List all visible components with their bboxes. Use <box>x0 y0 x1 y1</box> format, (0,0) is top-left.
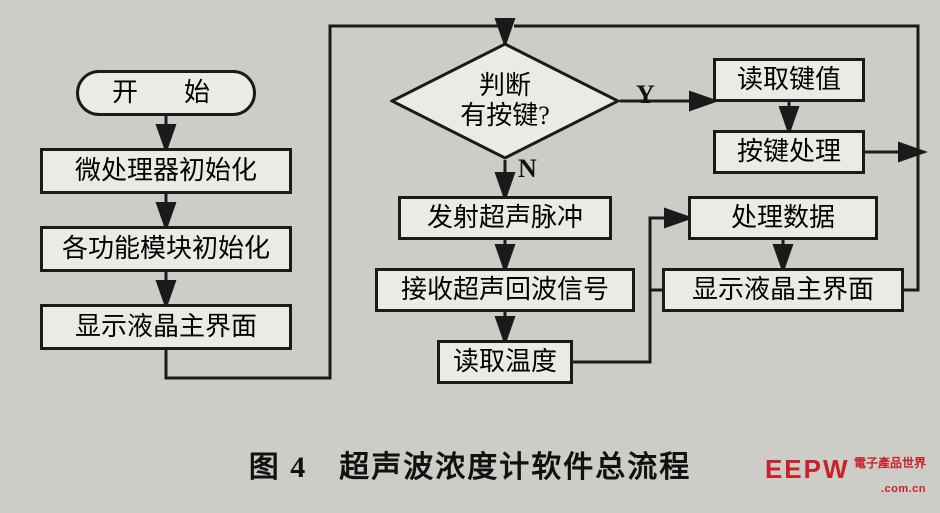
start-label: 开 始 <box>112 78 220 108</box>
emit-ultrasonic-process: 发射超声脉冲 <box>398 196 612 240</box>
receive-echo-process: 接收超声回波信号 <box>375 268 635 312</box>
read-key-process: 读取键值 <box>713 58 865 102</box>
read-temp-label: 读取温度 <box>453 347 557 377</box>
show-lcd-main-label: 显示液晶主界面 <box>75 312 257 342</box>
decision-yes-label: Y <box>636 80 655 110</box>
watermark-logo: EEPW <box>765 454 850 484</box>
watermark-sub: 電子產品世界 <box>854 456 926 470</box>
emit-ultrasonic-label: 发射超声脉冲 <box>427 203 583 233</box>
init-mcu-label: 微处理器初始化 <box>75 156 257 186</box>
init-modules-process: 各功能模块初始化 <box>40 226 292 272</box>
receive-echo-label: 接收超声回波信号 <box>401 275 609 305</box>
process-data-process: 处理数据 <box>688 196 878 240</box>
key-handle-process: 按键处理 <box>713 130 865 174</box>
key-handle-label: 按键处理 <box>737 137 841 167</box>
show-lcd-main-process: 显示液晶主界面 <box>40 304 292 350</box>
show-lcd-main2-label: 显示液晶主界面 <box>692 275 874 305</box>
init-modules-label: 各功能模块初始化 <box>62 234 270 264</box>
watermark-url: .com.cn <box>765 483 926 495</box>
key-decision <box>390 42 620 160</box>
diamond-shape <box>390 42 620 160</box>
init-mcu-process: 微处理器初始化 <box>40 148 292 194</box>
show-lcd-main2-process: 显示液晶主界面 <box>662 268 904 312</box>
process-data-label: 处理数据 <box>731 203 835 233</box>
decision-no-label: N <box>518 154 537 184</box>
watermark: EEPW 電子產品世界 .com.cn <box>765 454 926 495</box>
figure-caption: 图 4 超声波浓度计软件总流程 <box>220 442 720 486</box>
read-temp-process: 读取温度 <box>437 340 573 384</box>
start-terminator: 开 始 <box>76 70 256 116</box>
read-key-label: 读取键值 <box>737 65 841 95</box>
